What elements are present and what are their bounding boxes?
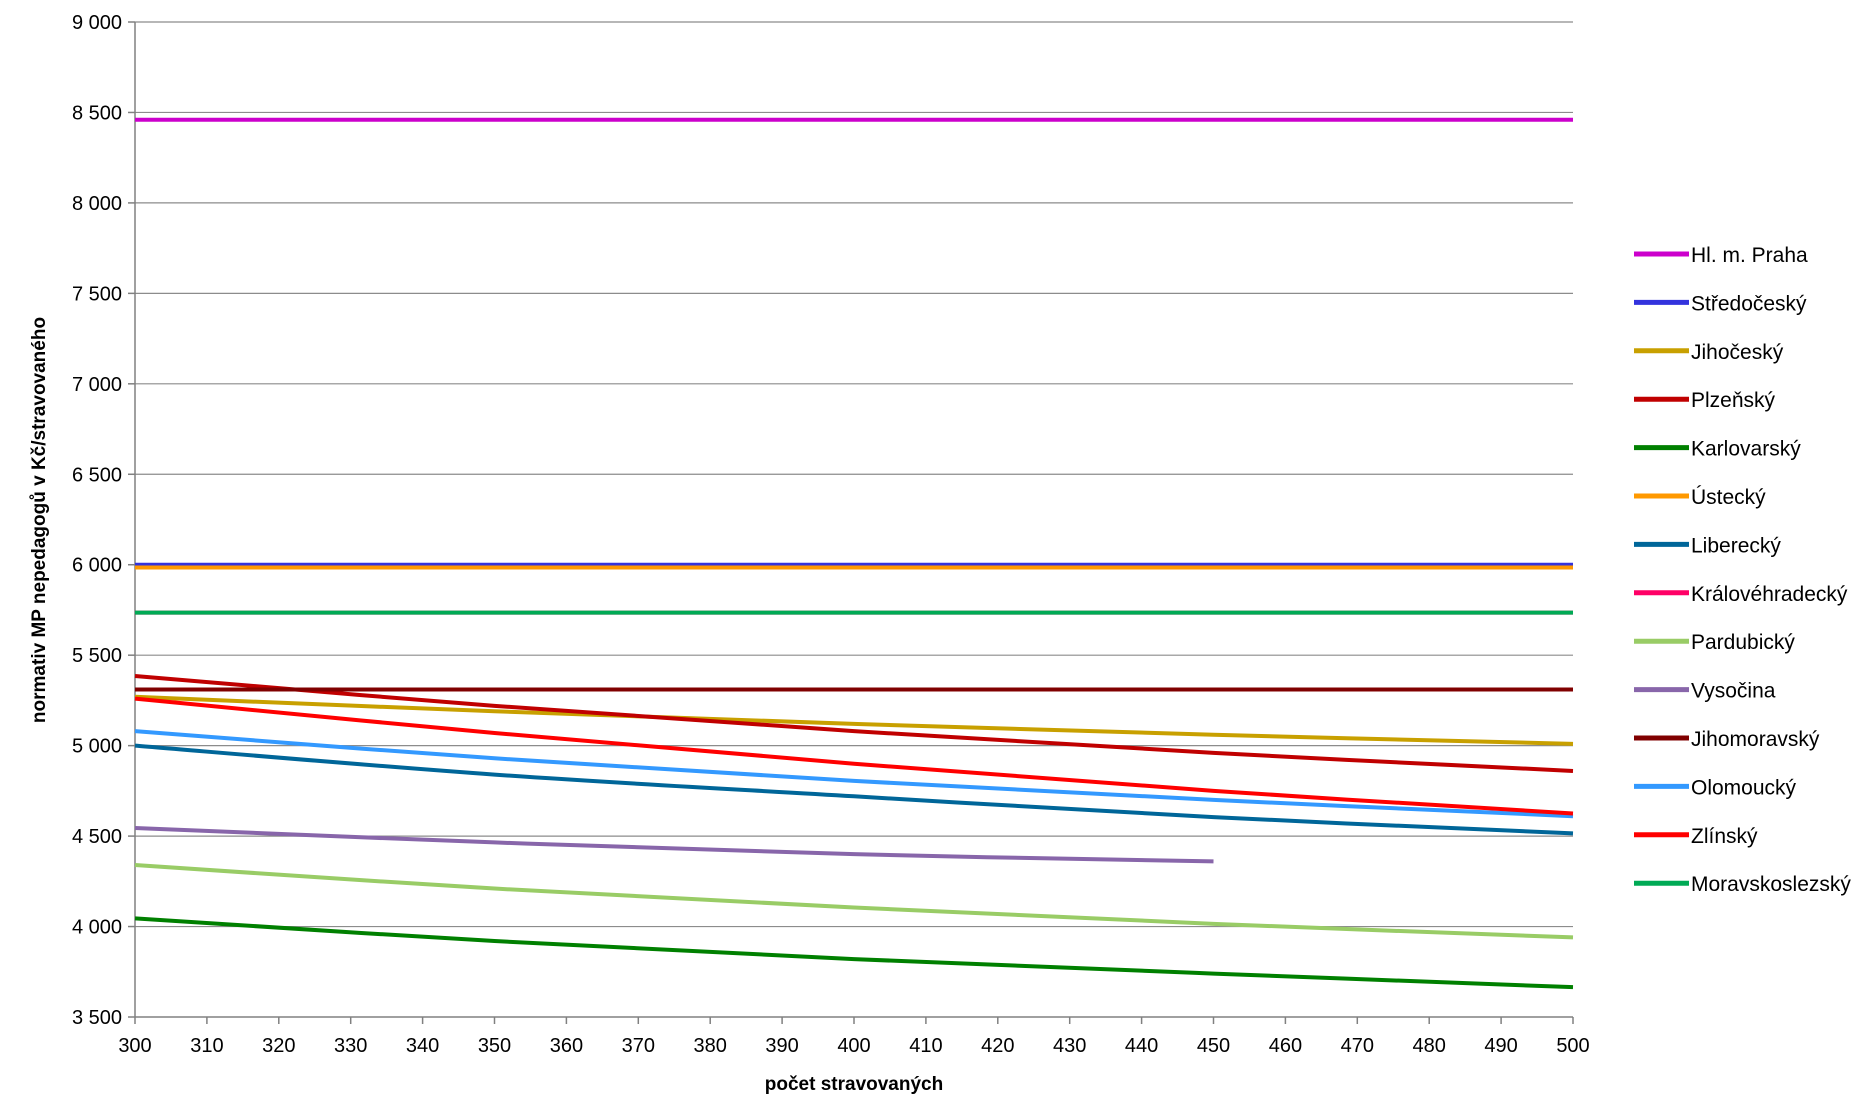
legend-label: Vysočina [1691,680,1776,703]
legend-label: Zlínský [1691,825,1758,848]
x-tick-label: 460 [1269,1035,1302,1057]
legend-label: Královéhradecký [1691,583,1848,606]
axes [134,22,1573,1018]
x-tick-label: 490 [1484,1035,1517,1057]
x-tick-label: 360 [550,1035,583,1057]
y-tick-label: 8 500 [72,102,122,124]
y-tick-label: 4 000 [72,917,122,939]
x-tick-label: 440 [1125,1035,1158,1057]
legend-label: Jihomoravský [1691,728,1820,751]
y-tick-label: 9 000 [72,12,122,34]
gridlines [135,21,1573,928]
series-line [134,673,1574,773]
series-lines [134,117,1574,990]
legend-label: Karlovarský [1691,438,1801,461]
x-tick-label: 500 [1556,1035,1589,1057]
y-tick-label: 4 500 [72,826,122,848]
series-line [134,696,1574,816]
x-tick-label: 470 [1341,1035,1374,1057]
series-line [134,743,1574,836]
y-axis-title: normativ MP nepedagogů v Kč/stravovaného [29,317,50,723]
x-tick-label: 310 [190,1035,223,1057]
series-line [134,729,1574,819]
y-tick-label: 5 000 [72,736,122,758]
legend-label: Ústecký [1691,486,1766,509]
y-tick-label: 7 500 [72,283,122,305]
x-tick-label: 330 [334,1035,367,1057]
x-tick-label: 400 [837,1035,870,1057]
y-tick-label: 3 500 [72,1007,122,1029]
x-tick-labels: 300 310 320 330 340 350 360 370 380 390 400 410 420 4… [118,1017,1590,1057]
x-axis-title: počet stravovaných [765,1074,943,1095]
legend-label: Moravskoslezský [1691,873,1851,896]
y-tick-label: 8 000 [72,193,122,215]
y-tick-label: 5 500 [72,645,122,667]
legend-label: Jihočeský [1691,341,1784,364]
legend-label: Středočeský [1691,292,1807,315]
x-tick-label: 340 [406,1035,439,1057]
y-tick-label: 7 000 [72,374,122,396]
x-tick-label: 390 [765,1035,798,1057]
x-tick-label: 370 [622,1035,655,1057]
x-tick-label: 450 [1197,1035,1230,1057]
series-line [134,825,1214,864]
x-tick-label: 430 [1053,1035,1086,1057]
x-tick-label: 300 [118,1035,151,1057]
x-tick-label: 350 [478,1035,511,1057]
legend-label: Olomoucký [1691,776,1797,799]
legend-label: Liberecký [1691,534,1781,557]
series-line [134,863,1574,940]
y-tick-labels: 3 500 4 000 4 500 5 000 5 500 6 000 6 500 7 000… [72,12,135,1029]
legend-label: Plzeňský [1691,389,1776,412]
y-tick-label: 6 500 [72,464,122,486]
series-line [134,916,1574,990]
x-tick-label: 420 [981,1035,1014,1057]
y-tick-label: 6 000 [72,555,122,577]
x-tick-label: 380 [694,1035,727,1057]
legend-label: Hl. m. Praha [1691,244,1808,267]
legend: Hl. m. Praha Středočeský Jihočeský Plzeňský… [1634,244,1851,896]
x-tick-label: 410 [909,1035,942,1057]
series-line [134,694,1574,746]
legend-label: Pardubický [1691,631,1795,654]
x-tick-label: 320 [262,1035,295,1057]
x-tick-label: 480 [1413,1035,1446,1057]
